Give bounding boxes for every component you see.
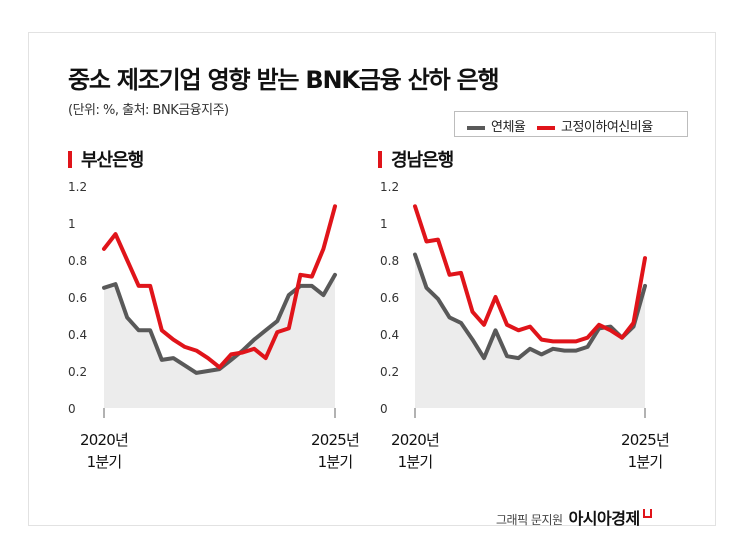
y-tick-label: 0 [68, 402, 76, 416]
legend-swatch-npl [537, 125, 555, 130]
y-tick-label: 0 [380, 402, 388, 416]
y-tick-label: 0.8 [380, 254, 399, 268]
legend: 연체율 고정이하여신비율 [454, 111, 688, 137]
shaded-area [415, 254, 645, 408]
series-line-npl [413, 204, 647, 344]
y-tick-label: 0.2 [380, 365, 399, 379]
y-tick-label: 0.4 [380, 328, 399, 342]
legend-item-delinquency: 연체율 [467, 116, 526, 135]
chart-panel-gyeongnam: 1.2 1 0.8 0.6 0.4 0.2 0 2020년 1분기 2025년 1분기 [380, 180, 670, 471]
y-tick-label: 0.6 [68, 291, 87, 305]
panel-title-marker [378, 151, 382, 168]
panel-title-busan-text: 부산은행 [81, 150, 144, 171]
x-tick-label-quarter: 1분기 [318, 453, 353, 471]
unit-source-note: (단위: %, 출처: BNK금융지주) [68, 103, 229, 118]
shaded-area [104, 274, 335, 408]
chart-panel-busan: 1.2 1 0.8 0.6 0.4 0.2 0 2020년 1분기 2025년 1분기 [68, 180, 360, 471]
y-tick-label: 0.8 [68, 254, 87, 268]
credit: 그래픽 문지원 아시아경제 [496, 505, 652, 529]
legend-swatch-delinquency [467, 125, 485, 130]
y-tick-label: 1 [68, 217, 76, 231]
brand-mark-icon [642, 509, 652, 518]
y-tick-label: 1 [380, 217, 388, 231]
x-tick-label-quarter: 1분기 [398, 453, 433, 471]
y-tick-label: 1.2 [380, 180, 399, 194]
panel-title-busan: 부산은행 [68, 146, 144, 172]
graphic-credit: 그래픽 문지원 [496, 513, 563, 527]
x-tick-label-quarter: 1분기 [628, 453, 663, 471]
panel-title-gyeongnam-text: 경남은행 [391, 150, 454, 171]
x-tick-label-year: 2025년 [621, 431, 669, 449]
card-frame [28, 32, 716, 526]
x-tick-label-quarter: 1분기 [87, 453, 122, 471]
legend-label-delinquency: 연체율 [491, 120, 526, 135]
x-tick-label-year: 2020년 [391, 431, 439, 449]
y-tick-label: 0.6 [380, 291, 399, 305]
y-tick-label: 0.2 [68, 365, 87, 379]
brand-logo-text: 아시아경제 [568, 509, 641, 528]
y-tick-label: 0.4 [68, 328, 87, 342]
panel-title-marker [68, 151, 72, 168]
legend-item-npl: 고정이하여신비율 [537, 116, 653, 135]
x-tick-label-year: 2025년 [311, 431, 359, 449]
chart-title: 중소 제조기업 영향 받는 BNK금융 산하 은행 [68, 66, 500, 94]
legend-label-npl: 고정이하여신비율 [561, 120, 653, 135]
x-tick-label-year: 2020년 [80, 431, 128, 449]
panel-title-gyeongnam: 경남은행 [378, 146, 454, 172]
y-tick-label: 1.2 [68, 180, 87, 194]
series-line-npl [102, 204, 337, 370]
